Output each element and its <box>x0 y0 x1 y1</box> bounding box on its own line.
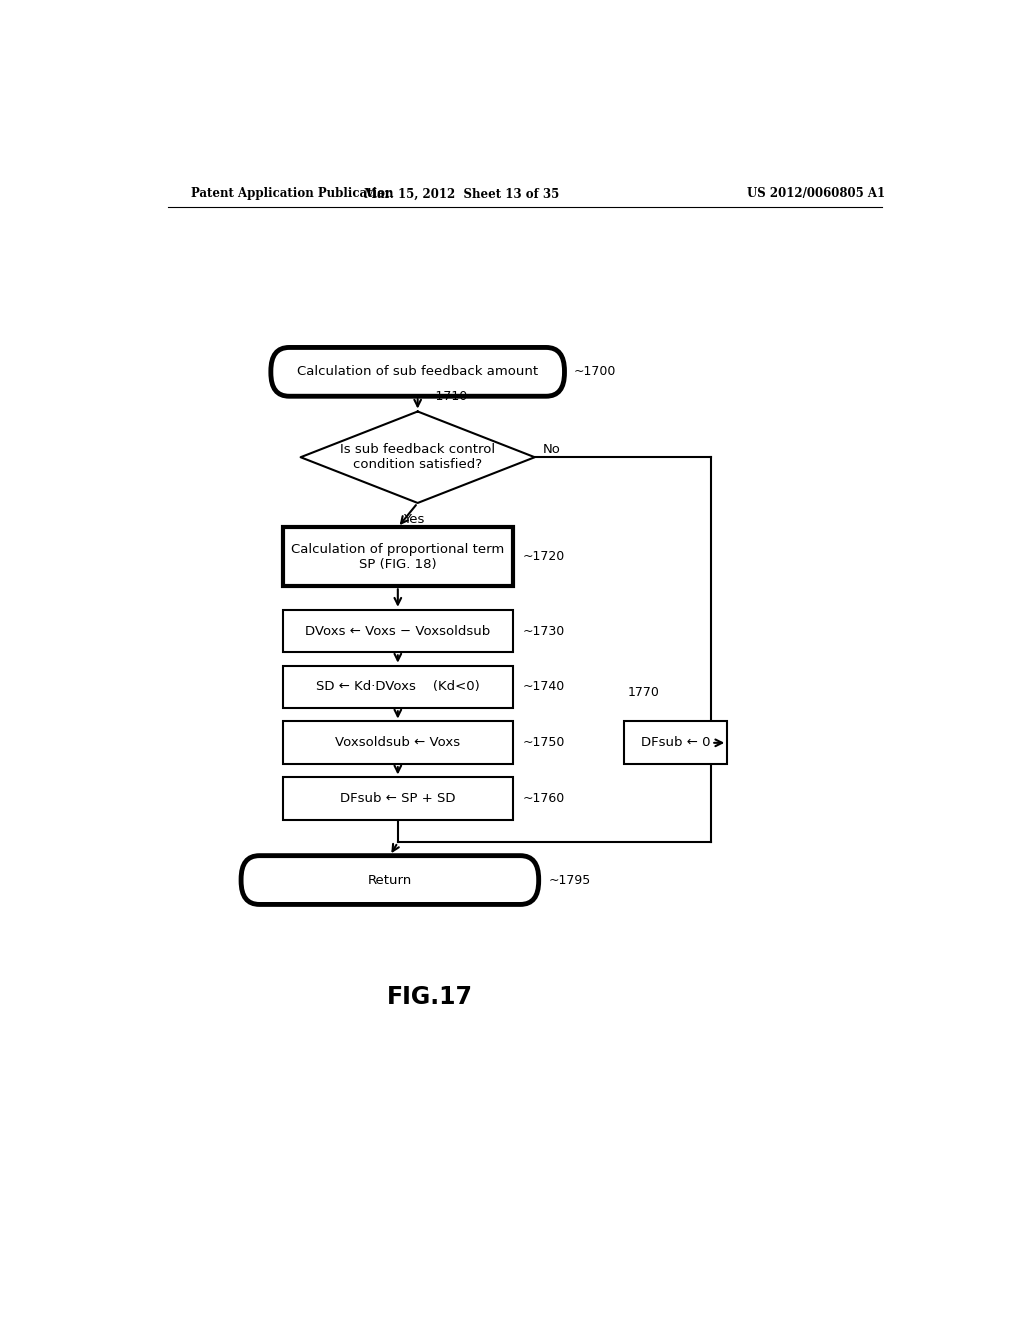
Text: ~1700: ~1700 <box>574 366 616 379</box>
Text: Calculation of sub feedback amount: Calculation of sub feedback amount <box>297 366 539 379</box>
Text: ~1750: ~1750 <box>522 737 565 750</box>
FancyBboxPatch shape <box>241 855 539 904</box>
Polygon shape <box>301 412 535 503</box>
Text: ~1760: ~1760 <box>522 792 564 805</box>
Text: Mar. 15, 2012  Sheet 13 of 35: Mar. 15, 2012 Sheet 13 of 35 <box>364 187 559 201</box>
FancyBboxPatch shape <box>283 722 513 764</box>
FancyBboxPatch shape <box>283 665 513 709</box>
Text: ~1720: ~1720 <box>522 550 564 564</box>
Text: Calculation of proportional term
SP (FIG. 18): Calculation of proportional term SP (FIG… <box>291 543 505 570</box>
Text: Patent Application Publication: Patent Application Publication <box>191 187 394 201</box>
Text: ~1730: ~1730 <box>522 624 564 638</box>
Text: US 2012/0060805 A1: US 2012/0060805 A1 <box>748 187 885 201</box>
FancyBboxPatch shape <box>270 347 564 396</box>
Text: Return: Return <box>368 874 412 887</box>
Text: ~1740: ~1740 <box>522 680 564 693</box>
Text: 1770: 1770 <box>628 686 659 700</box>
FancyBboxPatch shape <box>624 722 727 764</box>
Text: FIG.17: FIG.17 <box>387 985 472 1008</box>
Text: DFsub ← 0: DFsub ← 0 <box>641 737 711 750</box>
Text: ~1795: ~1795 <box>548 874 591 887</box>
Text: ~1710: ~1710 <box>426 391 468 404</box>
Text: SD ← Kd·DVoxs    (Kd<0): SD ← Kd·DVoxs (Kd<0) <box>316 680 479 693</box>
FancyBboxPatch shape <box>283 777 513 820</box>
Text: No: No <box>543 442 560 455</box>
FancyBboxPatch shape <box>283 528 513 586</box>
Text: DFsub ← SP + SD: DFsub ← SP + SD <box>340 792 456 805</box>
Text: Is sub feedback control
condition satisfied?: Is sub feedback control condition satisf… <box>340 444 496 471</box>
Text: DVoxs ← Voxs − Voxsoldsub: DVoxs ← Voxs − Voxsoldsub <box>305 624 490 638</box>
Text: Voxsoldsub ← Voxs: Voxsoldsub ← Voxs <box>335 737 461 750</box>
FancyBboxPatch shape <box>283 610 513 652</box>
Text: Yes: Yes <box>403 513 424 527</box>
